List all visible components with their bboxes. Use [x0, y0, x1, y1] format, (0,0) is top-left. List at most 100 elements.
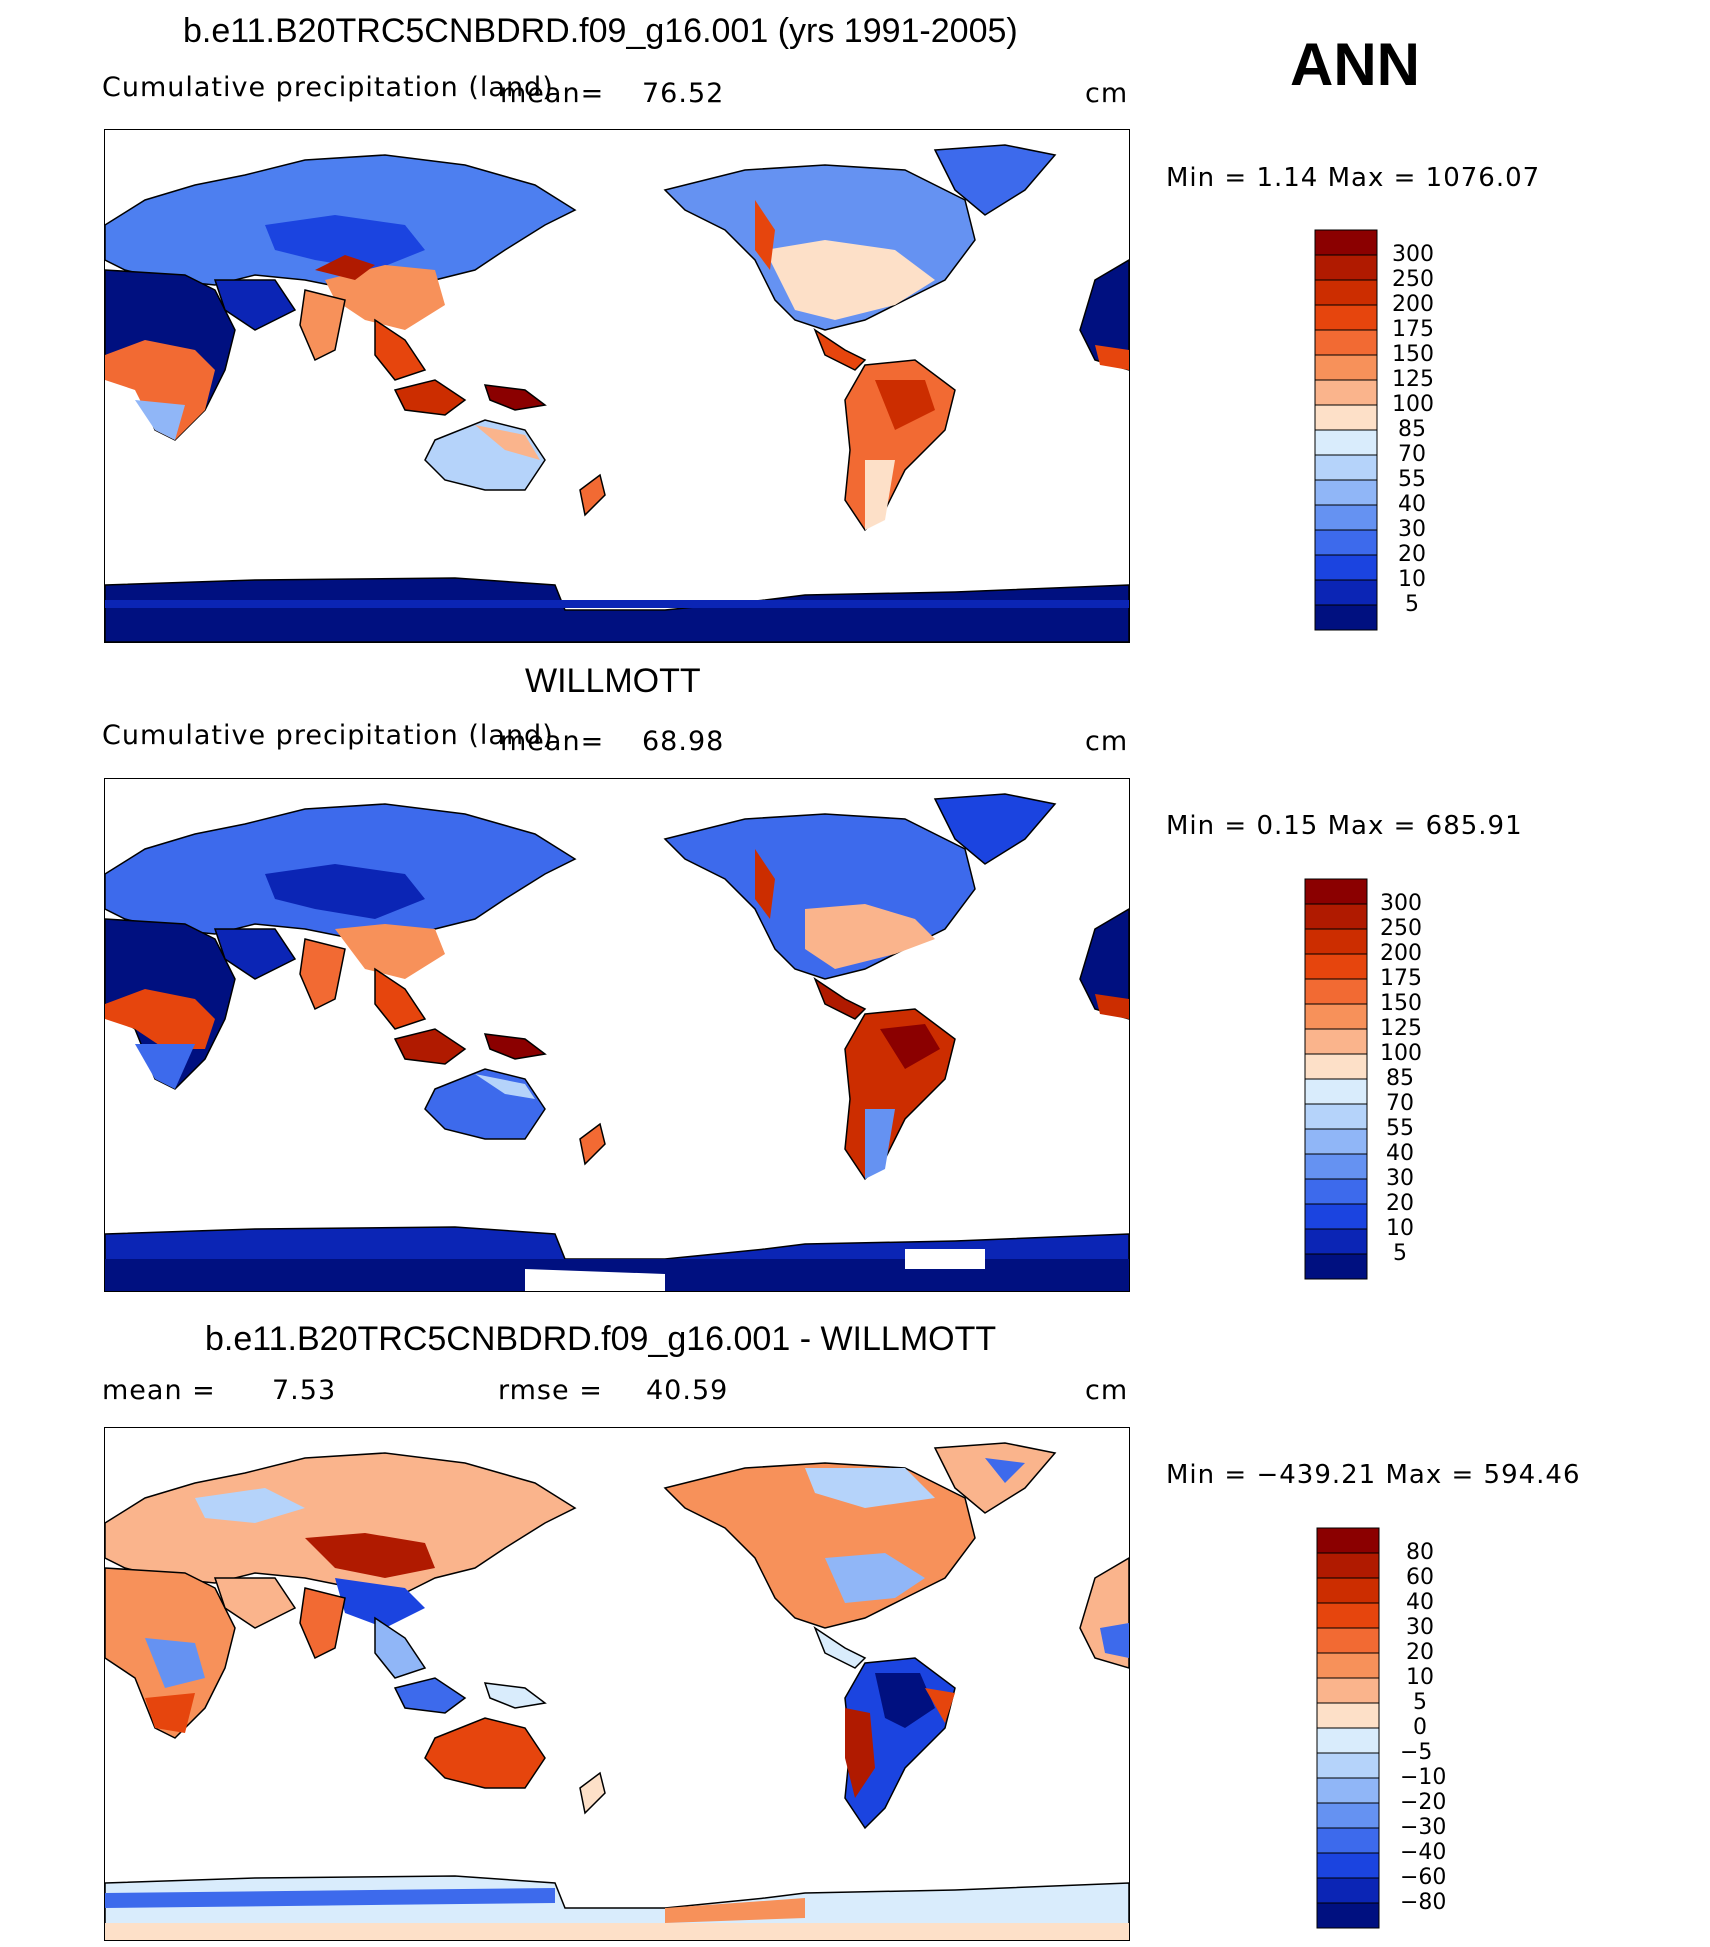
panel2-cb-label: 10: [1386, 1216, 1414, 1241]
panel3-cb-label: −80: [1400, 1890, 1447, 1915]
panel2-colorbar-graphic: [1304, 878, 1368, 1280]
colorbar-swatch: [1314, 329, 1378, 356]
colorbar-swatch: [1316, 1652, 1380, 1679]
colorbar-swatch: [1304, 1103, 1368, 1130]
colorbar-swatch: [1316, 1702, 1380, 1729]
panel3-rmse-value: 40.59: [646, 1375, 729, 1406]
colorbar-swatch: [1314, 554, 1378, 581]
colorbar-swatch: [1316, 1727, 1380, 1754]
panel3-rmse-label: rmse =: [498, 1375, 603, 1406]
colorbar-swatch: [1316, 1677, 1380, 1704]
colorbar-swatch: [1304, 1128, 1368, 1155]
panel3-cb-label: 40: [1406, 1590, 1434, 1615]
colorbar-swatch: [1304, 953, 1368, 980]
panel2-map: [104, 778, 1130, 1292]
colorbar-swatch: [1314, 379, 1378, 406]
panel1-title: b.e11.B20TRC5CNBDRD.f09_g16.001 (yrs 199…: [183, 12, 1018, 50]
panel2-mean-value: 68.98: [642, 726, 725, 757]
colorbar-swatch: [1316, 1627, 1380, 1654]
panel1-cb-label: 300: [1392, 242, 1434, 267]
panel1-map: [104, 129, 1130, 643]
panel2-cb-label: 20: [1386, 1191, 1414, 1216]
colorbar-swatch: [1314, 529, 1378, 556]
panel3-cb-label: 30: [1406, 1615, 1434, 1640]
colorbar-swatch: [1314, 229, 1378, 256]
panel1-cb-label: 250: [1392, 267, 1434, 292]
panel3-mean-value: 7.53: [272, 1375, 337, 1406]
colorbar-swatch: [1316, 1527, 1380, 1554]
panel3-cb-label: 10: [1406, 1665, 1434, 1690]
panel1-colorbar: [1314, 229, 1378, 638]
colorbar-swatch: [1314, 604, 1378, 631]
colorbar-swatch: [1314, 354, 1378, 381]
colorbar-swatch: [1304, 1228, 1368, 1255]
panel3-colorbar-graphic: [1316, 1527, 1380, 1929]
panel3-cb-label: −5: [1400, 1740, 1433, 1765]
colorbar-swatch: [1314, 479, 1378, 506]
colorbar-swatch: [1316, 1827, 1380, 1854]
panel1-colorbar-graphic: [1314, 229, 1378, 631]
panel2-cb-label: 100: [1380, 1041, 1422, 1066]
colorbar-swatch: [1304, 878, 1368, 905]
colorbar-swatch: [1304, 903, 1368, 930]
panel1-cb-label: 70: [1398, 442, 1426, 467]
panel2-mean-label: mean=: [500, 726, 605, 757]
colorbar-swatch: [1304, 1028, 1368, 1055]
panel3-cb-label: 0: [1413, 1715, 1427, 1740]
colorbar-swatch: [1316, 1552, 1380, 1579]
colorbar-swatch: [1316, 1802, 1380, 1829]
colorbar-swatch: [1316, 1902, 1380, 1929]
panel1-units: cm: [1085, 78, 1129, 109]
panel1-cb-label: 150: [1392, 342, 1434, 367]
colorbar-swatch: [1304, 1078, 1368, 1105]
panel3-cb-label: 5: [1413, 1690, 1427, 1715]
panel1-cb-label: 5: [1405, 592, 1419, 617]
panel2-cb-label: 5: [1393, 1241, 1407, 1266]
panel1-cb-label: 40: [1398, 492, 1426, 517]
colorbar-swatch: [1304, 928, 1368, 955]
panel2-variable-label: Cumulative precipitation (land): [102, 720, 554, 751]
season-label: ANN: [1290, 31, 1420, 98]
panel3-units: cm: [1085, 1375, 1129, 1406]
panel1-cb-label: 10: [1398, 567, 1426, 592]
panel2-cb-label: 175: [1380, 966, 1422, 991]
colorbar-swatch: [1314, 454, 1378, 481]
panel2-cb-label: 200: [1380, 941, 1422, 966]
colorbar-swatch: [1314, 504, 1378, 531]
colorbar-swatch: [1304, 1253, 1368, 1280]
colorbar-swatch: [1314, 279, 1378, 306]
colorbar-swatch: [1304, 1178, 1368, 1205]
panel3-cb-label: 80: [1406, 1540, 1434, 1565]
panel3-minmax: Min = −439.21 Max = 594.46: [1166, 1460, 1581, 1490]
colorbar-swatch: [1316, 1602, 1380, 1629]
panel3-map-graphic: [105, 1442, 1129, 1940]
panel1-map-graphic: [105, 144, 1129, 642]
panel1-cb-label: 30: [1398, 517, 1426, 542]
panel1-variable-label: Cumulative precipitation (land): [102, 72, 554, 103]
panel2-colorbar: [1304, 878, 1368, 1287]
panel3-cb-label: −20: [1400, 1790, 1447, 1815]
panel3-cb-label: 20: [1406, 1640, 1434, 1665]
panel1-cb-label: 125: [1392, 367, 1434, 392]
panel3-cb-label: −60: [1400, 1865, 1447, 1890]
panel2-cb-label: 150: [1380, 991, 1422, 1016]
panel1-cb-label: 85: [1398, 417, 1426, 442]
panel1-cb-label: 20: [1398, 542, 1426, 567]
panel2-cb-label: 300: [1380, 891, 1422, 916]
panel3-mean-label: mean =: [102, 1375, 216, 1406]
panel3-cb-label: −30: [1400, 1815, 1447, 1840]
panel3-colorbar: [1316, 1527, 1380, 1936]
panel2-cb-label: 85: [1386, 1066, 1414, 1091]
panel2-cb-label: 30: [1386, 1166, 1414, 1191]
panel2-cb-label: 70: [1386, 1091, 1414, 1116]
panel1-cb-label: 55: [1398, 467, 1426, 492]
panel2-cb-label: 250: [1380, 916, 1422, 941]
colorbar-swatch: [1316, 1777, 1380, 1804]
colorbar-swatch: [1316, 1577, 1380, 1604]
panel2-map-graphic: [105, 793, 1129, 1291]
colorbar-swatch: [1316, 1877, 1380, 1904]
panel1-cb-label: 100: [1392, 392, 1434, 417]
colorbar-swatch: [1316, 1852, 1380, 1879]
panel2-cb-label: 40: [1386, 1141, 1414, 1166]
colorbar-swatch: [1314, 579, 1378, 606]
